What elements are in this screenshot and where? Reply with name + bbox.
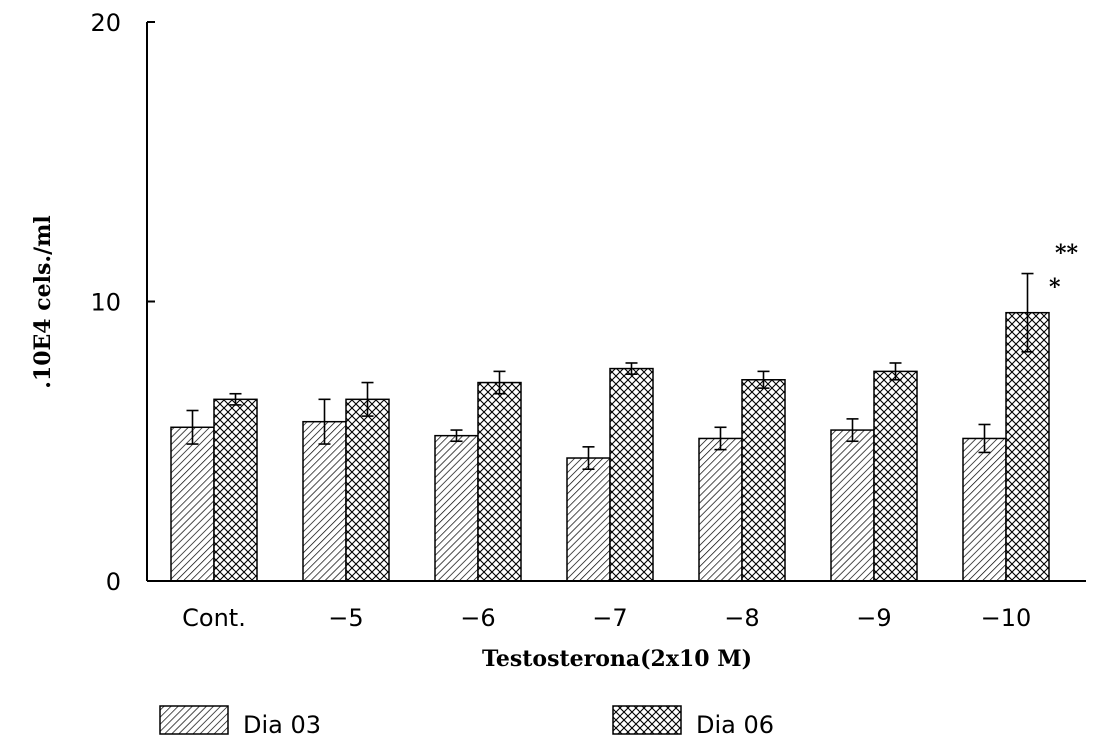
- x-tick-label: −9: [856, 604, 891, 632]
- x-tick-label: −8: [724, 604, 759, 632]
- bar-dia-06-10: [1005, 311, 1050, 582]
- error-bar-dia-06-5: [361, 381, 374, 417]
- error-bar-dia-06-10: [1021, 272, 1034, 353]
- error-bar-dia-03-7: [582, 446, 595, 471]
- error-bar-dia-03-9: [846, 418, 859, 443]
- bar-dia-06-5: [345, 398, 390, 582]
- x-tick-label: −5: [328, 604, 363, 632]
- error-bar-dia-03-cont: [186, 409, 199, 445]
- x-tick-label: −7: [592, 604, 627, 632]
- bar-dia-03-10: [962, 437, 1007, 582]
- y-tick-label: 20: [90, 9, 121, 37]
- legend-label-dia-03: Dia 03: [243, 711, 321, 739]
- y-axis-title: .10E4 cels./ml: [30, 215, 56, 388]
- bar-dia-03-5: [302, 420, 347, 582]
- bar-dia-03-6: [434, 434, 479, 582]
- x-tick-label: −10: [981, 604, 1032, 632]
- bar-dia-03-9: [830, 429, 875, 582]
- legend-swatch-dia-03: [159, 705, 229, 735]
- bar-dia-06-cont: [213, 398, 258, 582]
- y-tick-label: 0: [106, 568, 121, 596]
- error-bar-dia-06-8: [757, 370, 770, 389]
- legend-swatch-dia-06: [612, 705, 682, 735]
- significance-annotation: **: [1055, 241, 1079, 267]
- bar-dia-03-cont: [170, 426, 215, 582]
- error-bar-dia-06-9: [889, 362, 902, 381]
- error-bar-dia-03-8: [714, 426, 727, 451]
- bar-dia-03-8: [698, 437, 743, 582]
- x-tick-label: Cont.: [182, 604, 246, 632]
- x-tick-label: −6: [460, 604, 495, 632]
- x-axis-title: Testosterona(2x10 M): [482, 646, 752, 672]
- error-bar-dia-03-5: [318, 398, 331, 445]
- error-bar-dia-03-10: [978, 423, 991, 454]
- legend: Dia 03 Dia 06: [159, 705, 774, 739]
- bar-dia-06-7: [609, 367, 654, 582]
- error-bar-dia-06-cont: [229, 392, 242, 406]
- bar-dia-06-9: [873, 370, 918, 582]
- significance-annotation: *: [1049, 275, 1061, 301]
- error-bar-dia-06-6: [493, 370, 506, 395]
- error-bar-dia-06-7: [625, 362, 638, 375]
- y-tick-label: 10: [90, 289, 121, 317]
- error-bar-dia-03-6: [450, 429, 463, 443]
- bar-dia-06-6: [477, 381, 522, 582]
- legend-label-dia-06: Dia 06: [696, 711, 774, 739]
- bar-dia-06-8: [741, 379, 786, 582]
- bar-dia-03-7: [566, 457, 611, 582]
